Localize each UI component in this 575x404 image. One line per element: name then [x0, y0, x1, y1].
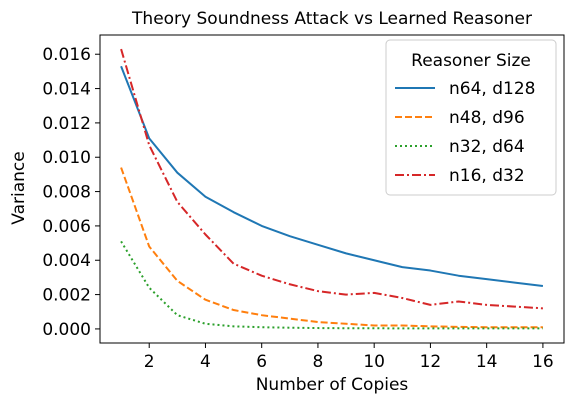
- legend-label-4: n16, d32: [449, 166, 525, 186]
- plot-area: [120, 48, 544, 330]
- chart-title: Theory Soundness Attack vs Learned Reaso…: [131, 9, 532, 29]
- x-tick-label: 2: [144, 352, 155, 372]
- legend-label-2: n48, d96: [449, 108, 525, 128]
- y-tick-label: 0.002: [42, 286, 91, 306]
- y-axis-label: Variance: [9, 151, 29, 224]
- legend-box: [385, 39, 557, 196]
- x-tick-label: 10: [363, 352, 385, 372]
- y-tick-label: 0.000: [42, 320, 91, 340]
- series-line-2: [120, 167, 543, 329]
- legend-label-1: n64, d128: [449, 79, 535, 99]
- legend: Reasoner Size n64, d128 n48, d96 n32, d64 n1…: [385, 39, 557, 196]
- y-tick-label: 0.012: [42, 114, 91, 134]
- axes-frame: [99, 34, 565, 344]
- series-line-1: [120, 65, 544, 287]
- y-tick-label: 0.004: [42, 251, 91, 271]
- y-tick-label: 0.016: [42, 45, 91, 65]
- y-tick-label: 0.008: [42, 183, 91, 203]
- legend-label-3: n32, d64: [449, 137, 525, 157]
- x-tick-label: 12: [420, 352, 442, 372]
- x-axis-label: Number of Copies: [256, 375, 409, 395]
- y-tick-label: 0.006: [42, 217, 91, 237]
- x-tick-label: 16: [532, 352, 554, 372]
- x-tick-label: 14: [476, 352, 498, 372]
- y-tick-label: 0.014: [42, 80, 91, 100]
- legend-title: Reasoner Size: [411, 51, 531, 71]
- axes: 2 4 6 8 10 12 14 16 0.000 0.002 0.004 0.006 0.008 0.0…: [42, 34, 565, 372]
- y-tick-label: 0.010: [42, 148, 91, 168]
- series-line-3: [120, 240, 543, 330]
- x-tick-label: 4: [200, 352, 211, 372]
- x-tick-label: 6: [256, 352, 267, 372]
- x-tick-label: 8: [313, 352, 324, 372]
